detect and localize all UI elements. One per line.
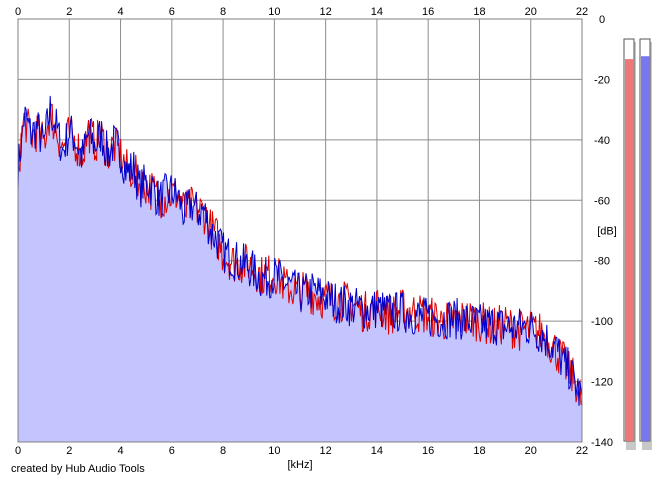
x-tick-label-top: 10 bbox=[268, 6, 280, 18]
plot-border bbox=[17, 18, 583, 443]
y-tick-label: 0 bbox=[599, 14, 605, 26]
x-tick-label-top: 0 bbox=[15, 6, 21, 18]
y-tick-label: -100 bbox=[591, 316, 613, 328]
level-meter-fill bbox=[625, 59, 634, 441]
credit-text: created by Hub Audio Tools bbox=[11, 463, 145, 475]
x-tick-label-top: 6 bbox=[169, 6, 175, 18]
x-tick-label-top: 16 bbox=[422, 6, 434, 18]
spectrum-series bbox=[17, 95, 583, 406]
level-meter-fill bbox=[641, 56, 650, 441]
y-tick-label: -20 bbox=[594, 74, 610, 86]
y-tick-label: -140 bbox=[591, 437, 613, 449]
x-tick-label-bottom: 14 bbox=[371, 445, 383, 457]
x-tick-label-bottom: 20 bbox=[525, 445, 537, 457]
x-tick-label-bottom: 22 bbox=[576, 445, 588, 457]
x-tick-label-bottom: 12 bbox=[320, 445, 332, 457]
x-tick-label-top: 22 bbox=[576, 6, 588, 18]
y-tick-label: -40 bbox=[594, 135, 610, 147]
y-tick-label: -60 bbox=[594, 195, 610, 207]
x-tick-label-top: 20 bbox=[525, 6, 537, 18]
y-axis-ticks: 0 -20 -40 -60 -80 -100 -120 -140 bbox=[591, 14, 613, 449]
x-tick-label-top: 12 bbox=[320, 6, 332, 18]
x-tick-label-bottom: 0 bbox=[15, 445, 21, 457]
level-meters bbox=[623, 38, 652, 450]
x-tick-label-bottom: 8 bbox=[220, 445, 226, 457]
x-tick-label-top: 18 bbox=[473, 6, 485, 18]
x-tick-label-bottom: 18 bbox=[473, 445, 485, 457]
y-tick-label: -80 bbox=[594, 256, 610, 268]
x-tick-label-bottom: 2 bbox=[66, 445, 72, 457]
x-tick-label-top: 14 bbox=[371, 6, 383, 18]
x-tick-label-top: 4 bbox=[117, 6, 123, 18]
x-tick-label-bottom: 4 bbox=[117, 445, 123, 457]
x-tick-label-bottom: 16 bbox=[422, 445, 434, 457]
y-axis-label: [dB] bbox=[597, 226, 617, 238]
y-tick-label: -120 bbox=[591, 377, 613, 389]
spectrum-area bbox=[18, 95, 582, 443]
x-axis-label: [kHz] bbox=[287, 459, 312, 471]
x-tick-label-bottom: 6 bbox=[169, 445, 175, 457]
series-line bbox=[17, 95, 583, 406]
x-tick-label-bottom: 10 bbox=[268, 445, 280, 457]
spectrum-fill-area bbox=[18, 95, 582, 443]
x-tick-label-top: 2 bbox=[66, 6, 72, 18]
x-tick-label-top: 8 bbox=[220, 6, 226, 18]
